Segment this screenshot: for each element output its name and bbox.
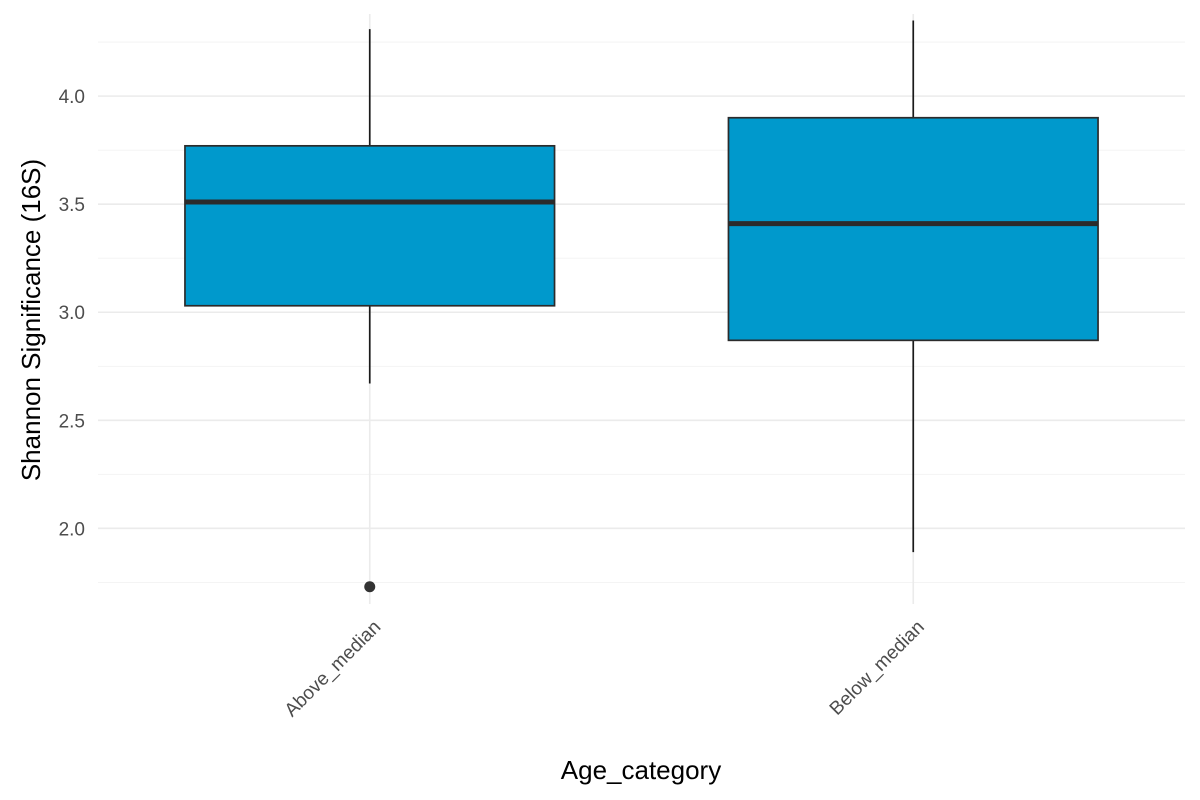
x-tick-label: Below_median (826, 617, 929, 720)
box-above-median (184, 29, 556, 593)
interquartile-box (727, 116, 1099, 342)
y-tick-label: 3.5 (59, 195, 85, 216)
y-tick-label: 3.0 (59, 303, 85, 324)
y-axis-title: Shannon Significance (16S) (16, 159, 46, 481)
y-tick-label: 2.5 (59, 411, 85, 432)
x-axis-title: Age_category (561, 755, 721, 785)
interquartile-box (184, 144, 556, 307)
y-axis-tick-labels: 2.0 2.5 3.0 3.5 4.0 (59, 87, 85, 540)
x-tick-label: Above_median (281, 617, 385, 721)
y-tick-label: 4.0 (59, 87, 85, 108)
outlier-point (364, 581, 376, 593)
y-tick-label: 2.0 (59, 519, 85, 540)
x-axis-tick-labels: Above_median Below_median (281, 617, 929, 721)
box-plot-marks (184, 20, 1099, 593)
box-below-median (727, 20, 1099, 553)
